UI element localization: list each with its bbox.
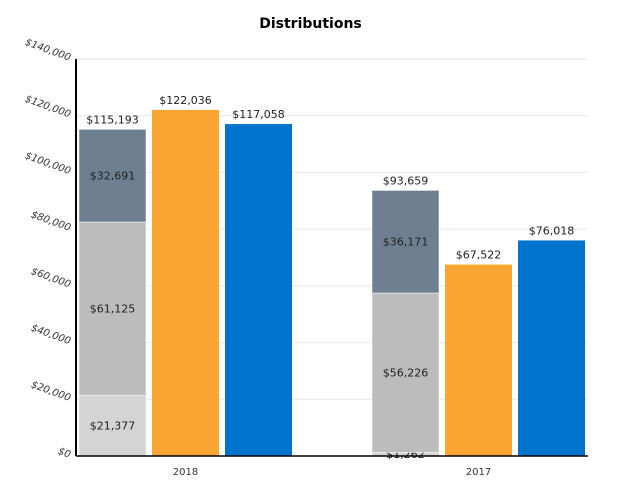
bar <box>445 264 512 456</box>
y-tick-label: $140,000 <box>23 37 72 64</box>
x-tick-label: 2018 <box>173 467 198 478</box>
segment-label: $56,226 <box>383 367 429 380</box>
bar-label: $122,036 <box>159 94 212 107</box>
segment-label: $21,377 <box>90 420 136 433</box>
stacked-bar-segment <box>78 128 147 223</box>
bar <box>152 109 219 457</box>
y-tick-label: $80,000 <box>29 209 72 233</box>
bar-label: $67,522 <box>456 249 502 262</box>
segment-label: $36,171 <box>383 236 429 249</box>
y-tick-label: $20,000 <box>29 380 72 404</box>
segment-label: $61,125 <box>90 303 136 316</box>
stacked-bar-segment <box>78 221 147 396</box>
y-tick-label: $60,000 <box>29 266 72 290</box>
stack-total-label: $115,193 <box>86 113 139 126</box>
bar <box>225 124 292 457</box>
y-tick-label: $0 <box>56 446 72 461</box>
bar-label: $117,058 <box>232 108 285 121</box>
segment-label: $32,691 <box>90 170 136 183</box>
y-tick-label: $120,000 <box>23 94 72 121</box>
chart-title: Distributions <box>259 16 362 32</box>
stack-total-label: $93,659 <box>383 174 429 187</box>
bar <box>518 240 585 456</box>
stacked-bar-segment <box>371 189 440 294</box>
bar-label: $76,018 <box>529 224 575 237</box>
y-tick-label: $40,000 <box>29 323 72 347</box>
x-tick-label: 2017 <box>466 467 491 478</box>
y-tick-label: $100,000 <box>23 150 72 177</box>
